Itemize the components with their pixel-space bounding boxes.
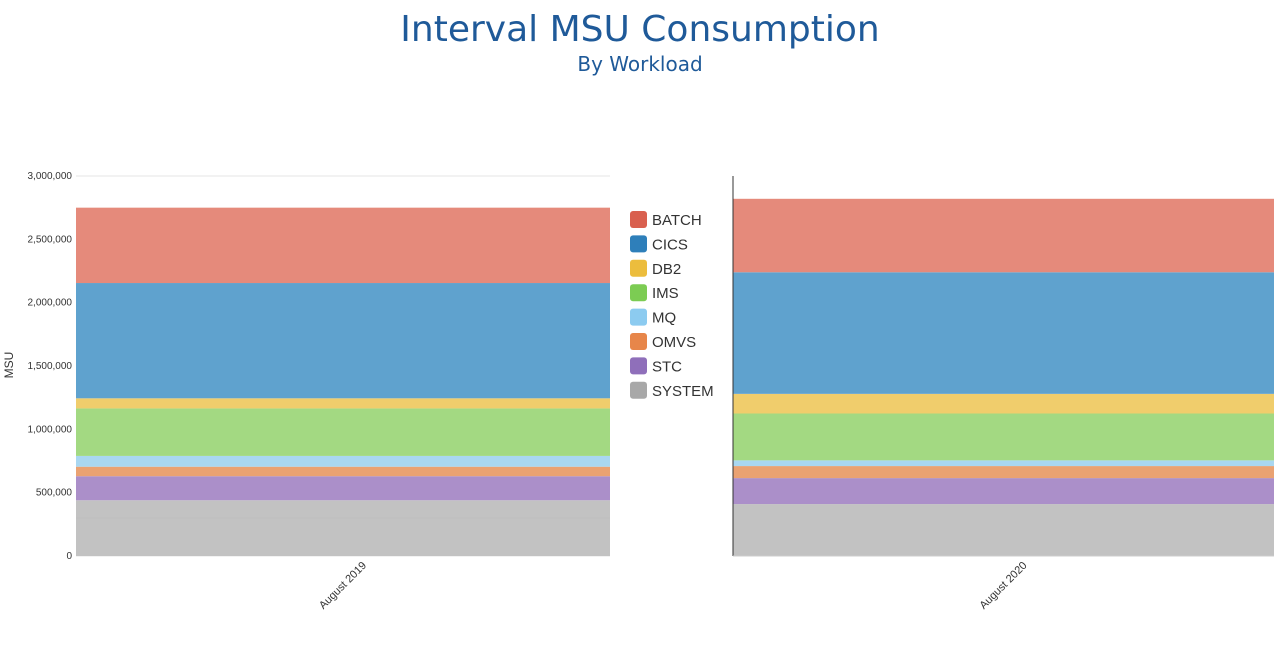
legend-label-omvs: OMVS — [652, 334, 696, 351]
bar-segment-batch-1 — [733, 198, 1274, 273]
y-tick-label: 0 — [66, 551, 72, 562]
bar-segment-db2-1 — [733, 393, 1274, 414]
y-axis: 0 500,000 1,000,000 1,500,000 2,000,000 2,500… — [28, 171, 73, 562]
legend: BATCH CICS DB2 IMS MQ OMVS STC SYSTEM — [630, 211, 714, 400]
legend-swatch-mq — [630, 308, 647, 326]
y-tick-label: 3,000,000 — [28, 171, 73, 182]
legend-swatch-db2 — [630, 259, 647, 277]
bar-segment-stc-0 — [76, 476, 610, 501]
chart-title: Interval MSU Consumption — [400, 9, 880, 50]
bar-segment-mq-0 — [76, 455, 610, 467]
chart-header: Interval MSU Consumption By Workload — [0, 8, 1280, 76]
y-tick-label: 2,000,000 — [28, 298, 73, 309]
legend-label-cics: CICS — [652, 236, 688, 253]
legend-label-stc: STC — [652, 358, 682, 375]
legend-swatch-ims — [630, 284, 647, 302]
bar-segment-system-1 — [733, 504, 1274, 556]
legend-swatch-stc — [630, 357, 647, 375]
y-tick-label: 1,000,000 — [28, 424, 73, 435]
bar-segment-batch-0 — [76, 207, 610, 284]
legend-swatch-batch — [630, 211, 647, 228]
legend-label-batch: BATCH — [652, 212, 702, 229]
bar-segment-cics-0 — [76, 283, 610, 399]
y-axis-label: MSU — [2, 352, 16, 379]
y-tick-label: 500,000 — [36, 488, 73, 499]
x-tick-label: August 2020 — [977, 560, 1029, 612]
legend-swatch-omvs — [630, 333, 647, 350]
bar-segment-mq-1 — [733, 460, 1274, 467]
bar-segment-cics-1 — [733, 272, 1274, 394]
bar-segment-db2-0 — [76, 398, 610, 409]
bars — [76, 198, 1274, 556]
legend-label-ims: IMS — [652, 285, 679, 302]
y-tick-label: 2,500,000 — [28, 234, 73, 245]
legend-swatch-cics — [630, 235, 647, 253]
legend-label-mq: MQ — [652, 310, 676, 327]
chart-subtitle: By Workload — [577, 52, 703, 76]
bar-segment-omvs-0 — [76, 466, 610, 477]
bar-segment-ims-0 — [76, 408, 610, 456]
bar-segment-ims-1 — [733, 413, 1274, 461]
y-tick-label: 1,500,000 — [28, 361, 73, 372]
bar-segment-system-0 — [76, 500, 610, 556]
legend-swatch-system — [630, 381, 647, 399]
bar-segment-omvs-1 — [733, 466, 1274, 479]
x-tick-label: August 2019 — [317, 560, 369, 612]
bar-segment-stc-1 — [733, 478, 1274, 505]
legend-label-system: SYSTEM — [652, 383, 714, 400]
legend-label-db2: DB2 — [652, 261, 681, 278]
